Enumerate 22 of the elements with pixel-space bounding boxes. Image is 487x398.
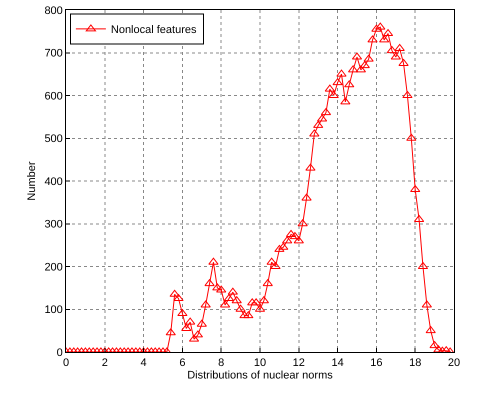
x-tick-label: 14 xyxy=(331,357,344,370)
y-tick-label: 800 xyxy=(44,4,63,17)
x-tick-label: 6 xyxy=(179,357,186,370)
x-tick-label: 16 xyxy=(370,357,383,370)
y-axis-title: Number xyxy=(26,161,38,201)
y-tick-label: 200 xyxy=(44,261,63,274)
x-axis-title: Distributions of nuclear norms xyxy=(187,369,334,382)
y-tick-label: 700 xyxy=(44,48,63,60)
y-tick-label: 100 xyxy=(44,304,63,316)
y-tick-label: 0 xyxy=(56,346,63,359)
legend-label: Nonlocal features xyxy=(110,24,197,36)
x-tick-label: 18 xyxy=(409,357,422,370)
x-tick-label: 2 xyxy=(102,357,108,370)
x-tick-label: 12 xyxy=(292,357,305,370)
x-tick-label: 8 xyxy=(218,357,224,370)
y-tick-label: 400 xyxy=(44,176,63,188)
y-tick-label: 500 xyxy=(44,133,63,146)
y-tick-label: 300 xyxy=(44,218,63,231)
x-tick-label: 10 xyxy=(254,357,266,370)
x-tick-label: 20 xyxy=(448,357,460,370)
x-tick-label: 4 xyxy=(140,357,147,370)
y-tick-label: 600 xyxy=(44,90,63,102)
